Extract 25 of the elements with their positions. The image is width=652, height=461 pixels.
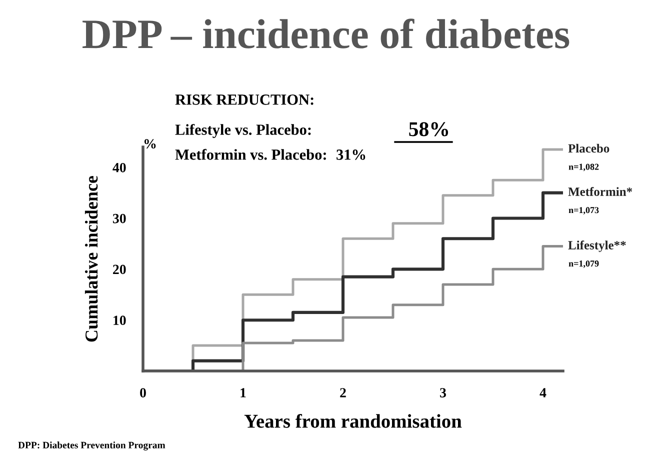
- text: n=1,073: [568, 207, 599, 214]
- text: n=1,079: [568, 260, 599, 268]
- y-tick-label: 40: [112, 162, 126, 172]
- series-label: Lifestyle**: [568, 240, 626, 252]
- series-label: Metformin*: [568, 187, 632, 196]
- chart-title: DPP – incidence of diabetes: [82, 18, 570, 48]
- text: Lifestyle vs. Placebo:: [175, 124, 311, 138]
- y-tick-label: 10: [114, 316, 126, 326]
- x-tick-label: 1: [240, 388, 246, 398]
- text: DPP: Diabetes Prevention Program: [18, 442, 166, 450]
- y-tick-label: 30: [112, 214, 126, 224]
- x-tick-label: 4: [540, 388, 546, 398]
- text: RISK REDUCTION:: [175, 94, 314, 105]
- y-axis-title: Cumulative incidence: [84, 176, 98, 342]
- series-label: Placebo: [568, 144, 610, 153]
- text: n=1,082: [568, 164, 599, 172]
- x-axis-title: Years from randomisation: [244, 414, 462, 428]
- x-tick-label: 3: [440, 388, 446, 398]
- x-tick-label: 0: [140, 388, 146, 398]
- annotation: Metformin vs. Placebo:: [175, 148, 326, 160]
- y-tick-label: 20: [113, 264, 126, 274]
- annotation: %: [144, 139, 156, 149]
- x-tick-label: 2: [340, 388, 346, 398]
- text: 58%: [409, 122, 448, 136]
- annotation: 31%: [336, 150, 366, 160]
